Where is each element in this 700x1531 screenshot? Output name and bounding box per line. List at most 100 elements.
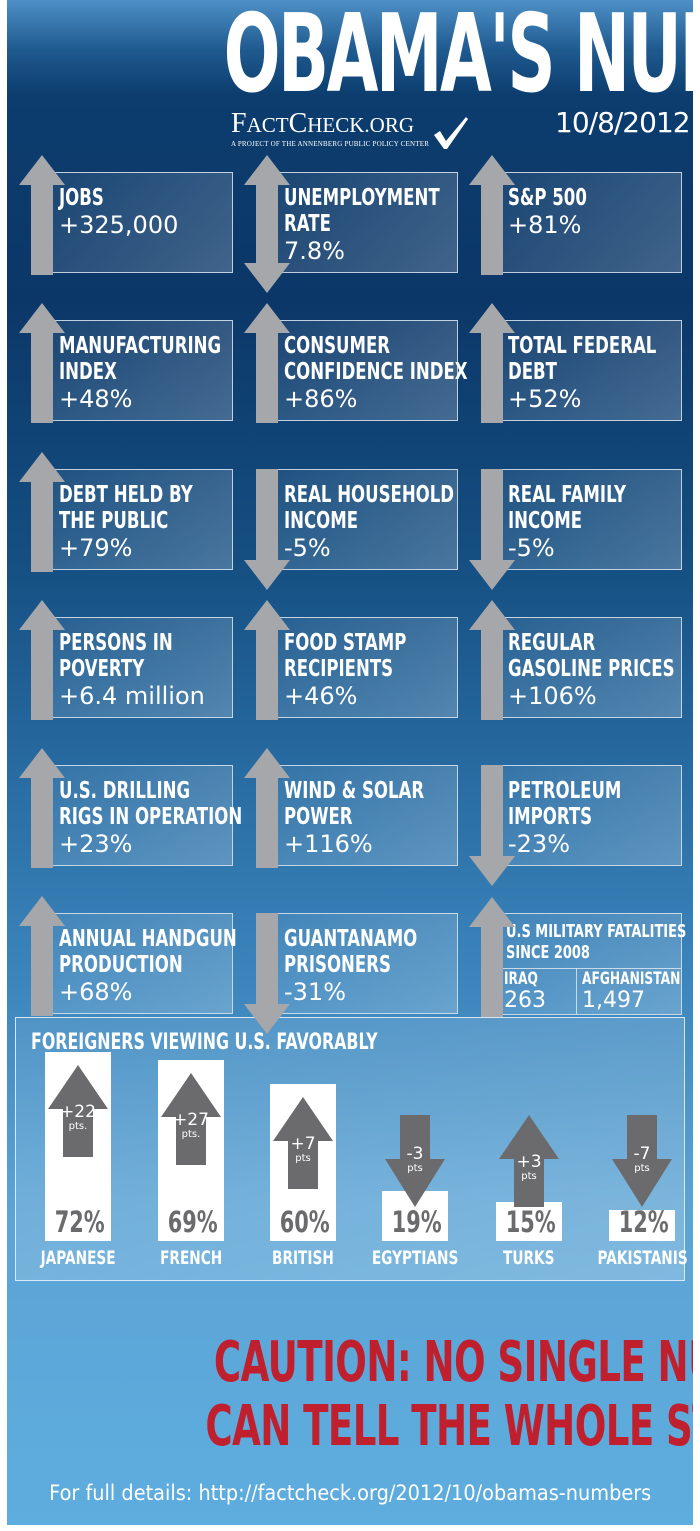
arrow-up-icon bbox=[19, 748, 65, 868]
stat-label-line: TOTAL FEDERAL bbox=[508, 333, 657, 359]
stat-label: PETROLEUM IMPORTS bbox=[508, 778, 630, 830]
factcheck-logo[interactable]: FACTCHECK.ORG A PROJECT OF THE ANNENBERG… bbox=[231, 110, 429, 149]
stat-content: TOTAL FEDERAL DEBT +52% bbox=[508, 333, 677, 413]
favorability-chart: FOREIGNERS VIEWING U.S. FAVORABLY +22 pts… bbox=[15, 1017, 688, 1282]
arrow-down-icon bbox=[244, 913, 290, 1034]
stat-value: +48% bbox=[59, 385, 133, 413]
category-label: PAKISTANIS bbox=[580, 1246, 693, 1270]
value-label-text: 69% bbox=[167, 1205, 218, 1239]
value-label: 19% bbox=[382, 1207, 448, 1237]
logo-letters: ACT bbox=[246, 113, 289, 137]
category-label-text: BRITISH bbox=[272, 1247, 334, 1269]
stat-label-line: REAL HOUSEHOLD bbox=[284, 482, 455, 508]
arrow-down-icon bbox=[469, 765, 515, 886]
arrow-up-icon bbox=[273, 1097, 333, 1189]
change-unit: pts bbox=[295, 1153, 311, 1164]
caution-line-1: CAUTION: NO SINGLE NUMBER bbox=[7, 1330, 693, 1394]
arrow-up-icon bbox=[244, 748, 290, 868]
stat-content: S&P 500 +81% bbox=[508, 185, 677, 239]
stat-value: +86% bbox=[284, 385, 358, 413]
change-label: +22 bbox=[60, 1102, 96, 1122]
stat-label-line: U.S MILITARY FATALITIES bbox=[506, 921, 687, 942]
chart-column: +7 pts 60% BRITISH bbox=[261, 1018, 359, 1282]
category-label: FRENCH bbox=[129, 1246, 253, 1270]
footer-text[interactable]: For full details: http://factcheck.org/2… bbox=[48, 1481, 652, 1505]
change-label: +3 bbox=[516, 1152, 542, 1172]
arrow-up-down-icon bbox=[244, 155, 290, 293]
stat-label: TOTAL FEDERAL DEBT bbox=[508, 333, 657, 385]
stat-label: U.S. DRILLING RIGS IN OPERATION bbox=[59, 778, 242, 830]
stat-value: -31% bbox=[284, 978, 347, 1006]
change-unit: pts. bbox=[181, 1129, 201, 1140]
stat-label-line: PRISONERS bbox=[284, 952, 391, 978]
chart-column: -7 pts 12% PAKISTANIS bbox=[598, 1018, 693, 1282]
value-label: 15% bbox=[496, 1207, 562, 1237]
stat-label-line: DEBT bbox=[508, 359, 557, 385]
arrow-down-icon bbox=[244, 469, 290, 590]
arrow-up-icon bbox=[19, 896, 65, 1016]
value-label: 60% bbox=[270, 1207, 336, 1237]
value-label-text: 12% bbox=[618, 1205, 669, 1239]
stat-content: WIND & SOLAR POWER +116% bbox=[284, 778, 453, 858]
arrow-up-icon bbox=[19, 303, 65, 423]
stat-label: REAL FAMILY INCOME bbox=[508, 482, 630, 534]
stat-value: +23% bbox=[59, 830, 133, 858]
value-label-text: 15% bbox=[505, 1205, 556, 1239]
stat-label-line: INCOME bbox=[284, 508, 359, 534]
stat-content: GUANTANAMO PRISONERS -31% bbox=[284, 926, 453, 1006]
stat-label: CONSUMER CONFIDENCE INDEX bbox=[284, 333, 468, 385]
stat-label-line: SINCE 2008 bbox=[506, 942, 590, 963]
category-label-text: PAKISTANIS bbox=[597, 1247, 688, 1269]
stat-label: DEBT HELD BY THE PUBLIC bbox=[59, 482, 193, 534]
stat-label-line: INCOME bbox=[508, 508, 583, 534]
change-annotation: -7 pts bbox=[612, 1145, 672, 1175]
afghanistan-value: 1,497 bbox=[582, 988, 645, 1013]
stat-label-line: PERSONS IN bbox=[59, 630, 173, 656]
arrow-up-icon bbox=[19, 155, 65, 275]
stat-content: REAL FAMILY INCOME -5% bbox=[508, 482, 677, 562]
stat-card: REGULAR GASOLINE PRICES +106% bbox=[495, 617, 682, 718]
logo-letter: C bbox=[288, 108, 308, 139]
stat-content: REAL HOUSEHOLD INCOME -5% bbox=[284, 482, 455, 562]
iraq-value: 263 bbox=[504, 988, 546, 1013]
infographic-poster: OBAMA'S NUMBERS FACTCHECK.ORG A PROJECT … bbox=[7, 0, 693, 1525]
stat-label: GUANTANAMO PRISONERS bbox=[284, 926, 418, 978]
iraq-cell: IRAQ 263 bbox=[504, 970, 551, 1013]
arrow-up-icon bbox=[161, 1073, 221, 1165]
value-label-text: 60% bbox=[279, 1205, 330, 1239]
caution-text: CAUTION: NO SINGLE NUMBER bbox=[213, 1328, 693, 1395]
stat-label-line: U.S. DRILLING bbox=[59, 778, 191, 804]
stat-content: JOBS +325,000 bbox=[59, 185, 228, 239]
stat-value: +106% bbox=[508, 682, 597, 710]
logo-letter: F bbox=[231, 108, 247, 139]
stat-card: TOTAL FEDERAL DEBT +52% bbox=[495, 320, 682, 421]
stat-content: PETROLEUM IMPORTS -23% bbox=[508, 778, 677, 858]
stat-label-line: PETROLEUM bbox=[508, 778, 622, 804]
stat-value: +68% bbox=[59, 978, 133, 1006]
stat-value: -5% bbox=[284, 534, 331, 562]
stat-label-line: POWER bbox=[284, 804, 353, 830]
afghanistan-cell: AFGHANISTAN 1,497 bbox=[582, 970, 693, 1013]
stat-label-line: REAL FAMILY bbox=[508, 482, 627, 508]
chart-title: FOREIGNERS VIEWING U.S. FAVORABLY bbox=[31, 1030, 378, 1055]
stat-card: WIND & SOLAR POWER +116% bbox=[271, 765, 458, 866]
stat-card: U.S. DRILLING RIGS IN OPERATION +23% bbox=[46, 765, 242, 866]
stat-label-line: GUANTANAMO bbox=[284, 926, 418, 952]
stat-label-line: ANNUAL HANDGUN bbox=[59, 926, 237, 952]
stat-card: CONSUMER CONFIDENCE INDEX +86% bbox=[271, 320, 468, 421]
stat-label-line: CONFIDENCE INDEX bbox=[284, 359, 468, 385]
chart-bar bbox=[496, 1202, 562, 1241]
stat-label: FOOD STAMP RECIPIENTS bbox=[284, 630, 406, 682]
stat-card: REAL FAMILY INCOME -5% bbox=[495, 469, 682, 570]
arrow-up-icon bbox=[19, 600, 65, 720]
chart-column: +22 pts. 72% JAPANESE bbox=[36, 1018, 134, 1282]
change-annotation: +7 pts bbox=[273, 1135, 333, 1165]
stat-label: REAL HOUSEHOLD INCOME bbox=[284, 482, 455, 534]
stat-label-line: JOBS bbox=[59, 185, 104, 211]
category-label-text: TURKS bbox=[503, 1247, 555, 1269]
stat-label: PERSONS IN POVERTY bbox=[59, 630, 181, 682]
date-label: 10/8/2012 bbox=[555, 106, 691, 139]
stat-label-line: POVERTY bbox=[59, 656, 145, 682]
chart-column: +27 pts. 69% FRENCH bbox=[149, 1018, 247, 1282]
footer-link[interactable]: For full details: http://factcheck.org/2… bbox=[7, 1480, 693, 1506]
